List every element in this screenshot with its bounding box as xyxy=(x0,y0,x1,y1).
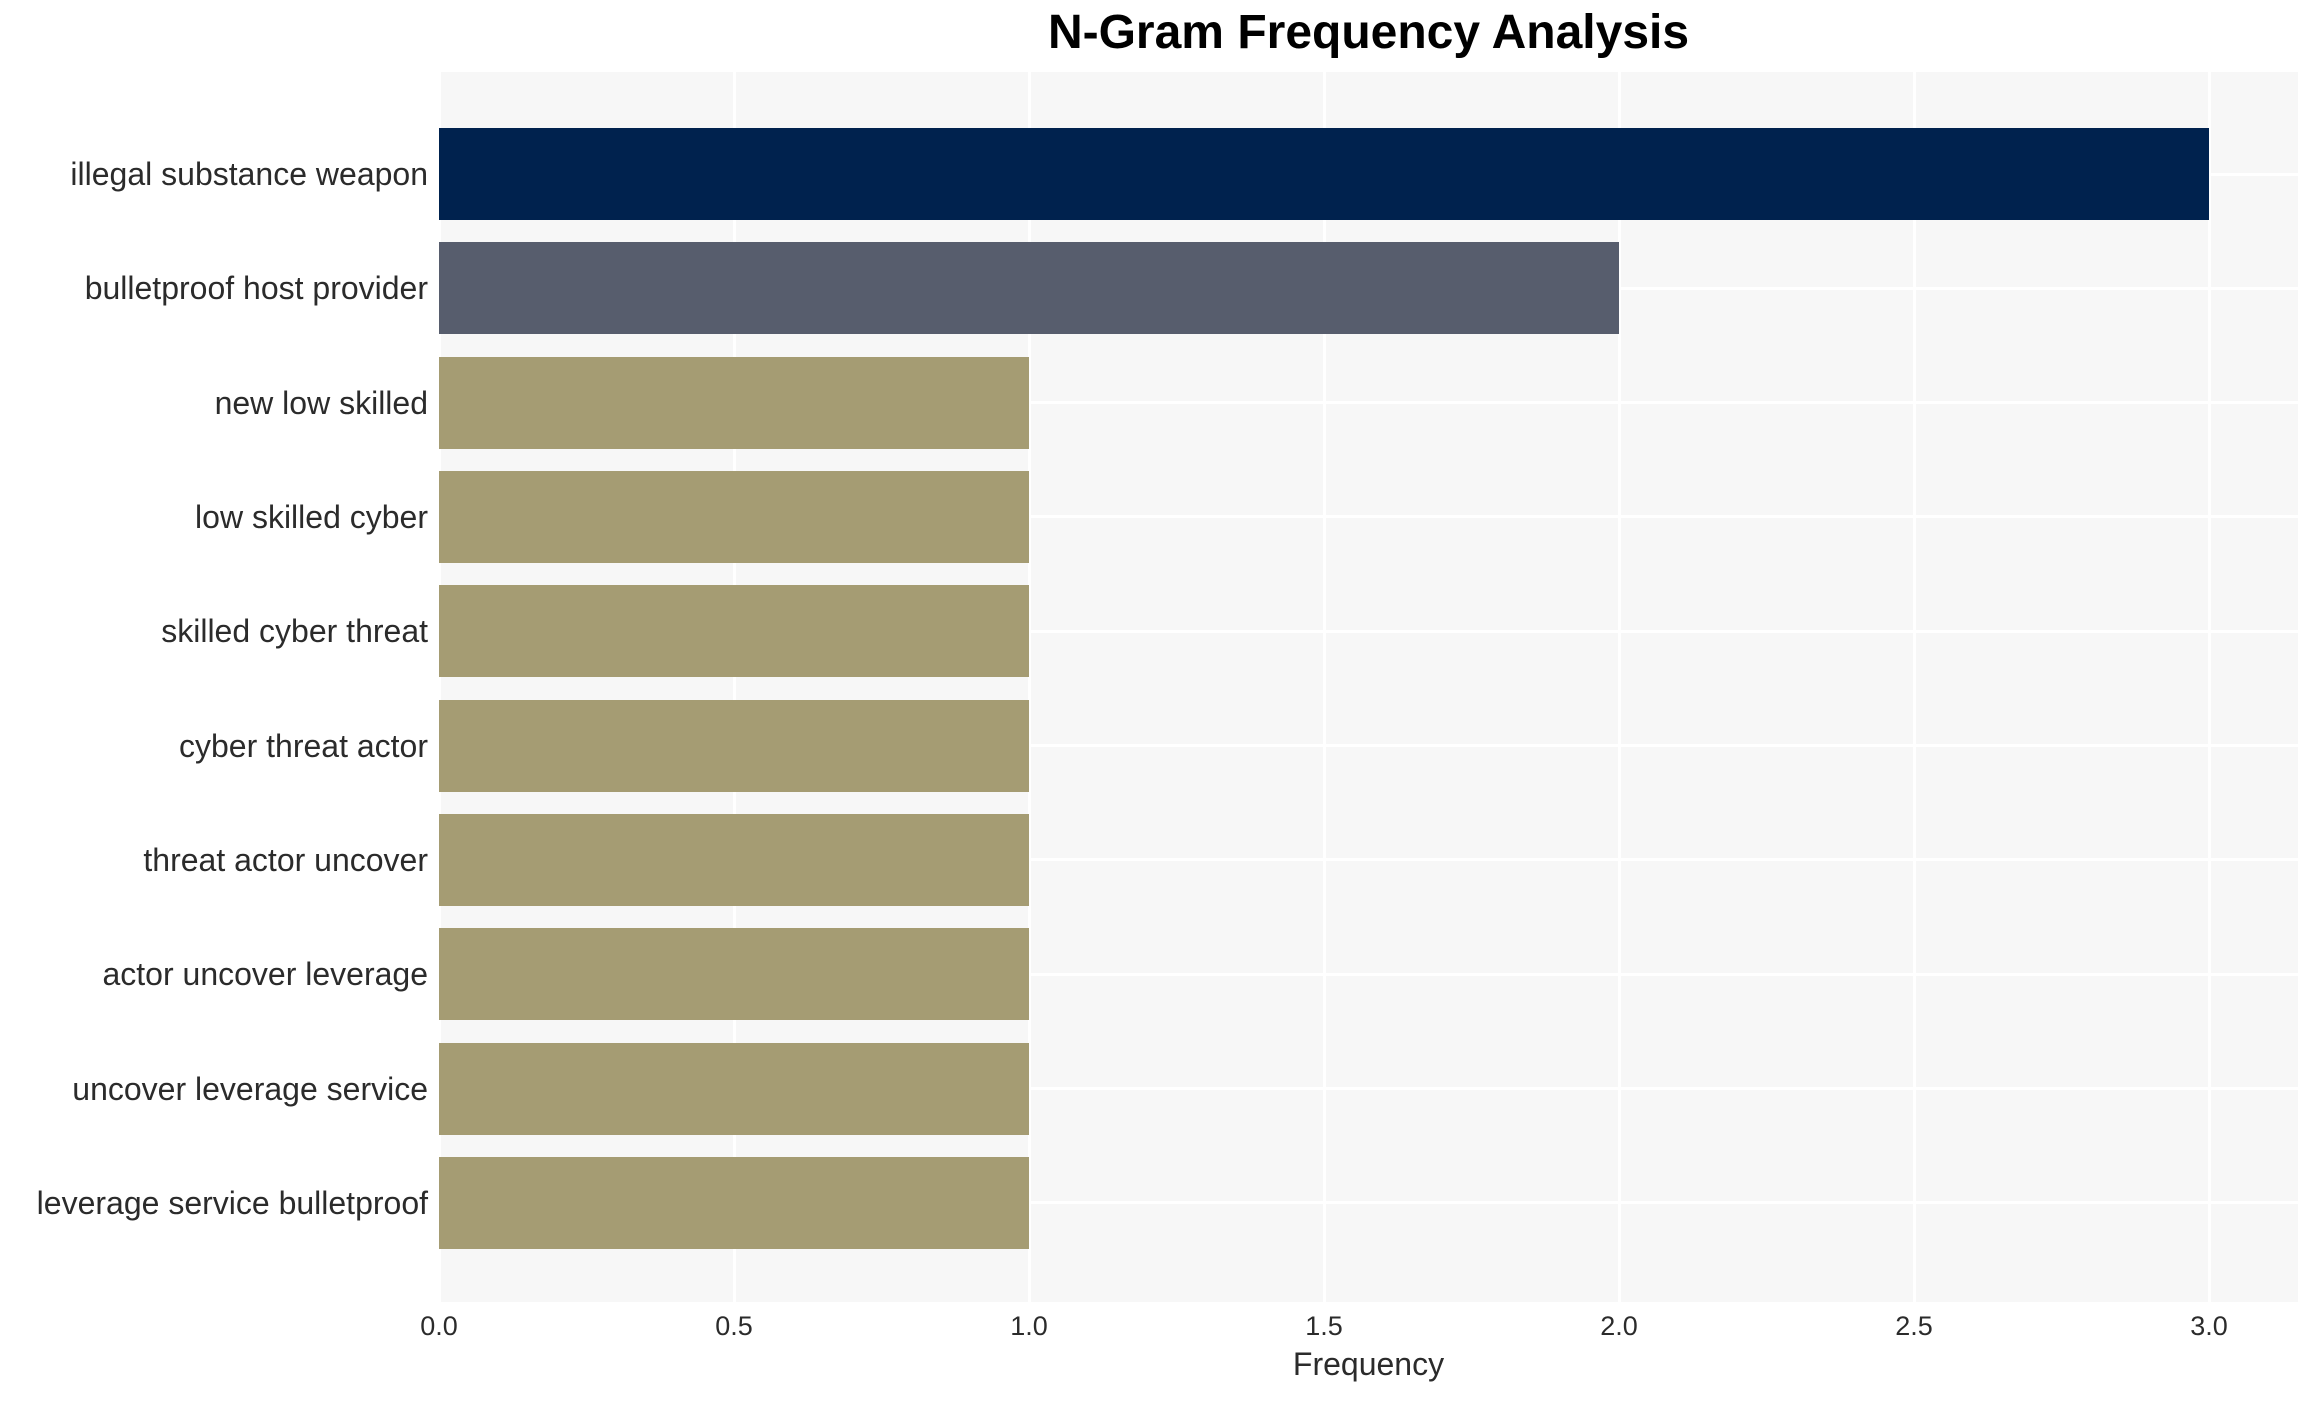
y-tick-label: threat actor uncover xyxy=(143,841,428,878)
bar xyxy=(439,356,1029,449)
x-tick-label: 3.0 xyxy=(2190,1311,2228,1341)
y-gridline xyxy=(439,1087,2298,1091)
y-tick-label: illegal substance weapon xyxy=(70,156,428,192)
y-gridline xyxy=(439,401,2298,405)
y-gridline xyxy=(439,515,2298,519)
x-tick-label: 1.5 xyxy=(1305,1311,1343,1341)
x-tick-label: 2.0 xyxy=(1600,1311,1638,1341)
x-tick-label: 0.5 xyxy=(715,1311,753,1341)
bar xyxy=(439,470,1029,563)
y-tick-label: uncover leverage service xyxy=(72,1070,428,1107)
x-gridline xyxy=(732,72,736,1302)
y-tick-label: cyber threat actor xyxy=(179,727,428,764)
x-tick-label: 2.5 xyxy=(1895,1311,1933,1341)
bar xyxy=(439,813,1029,906)
y-tick-label: bulletproof host provider xyxy=(84,270,428,307)
chart-title: N-Gram Frequency Analysis xyxy=(1047,6,1690,59)
x-tick-label: 0.0 xyxy=(420,1311,458,1341)
bar xyxy=(439,1042,1029,1135)
x-gridline xyxy=(439,72,441,1302)
bar xyxy=(439,1156,1029,1249)
x-tick-label: 1.0 xyxy=(1010,1311,1048,1341)
y-tick-label: skilled cyber threat xyxy=(161,613,428,650)
x-gridline xyxy=(1617,72,1621,1302)
y-tick-label: leverage service bulletproof xyxy=(36,1184,428,1221)
bar xyxy=(439,128,2209,220)
y-gridline xyxy=(439,972,2298,976)
y-gridline xyxy=(439,1201,2298,1205)
x-gridline xyxy=(1912,72,1916,1302)
x-gridline xyxy=(1027,72,1031,1302)
y-gridline xyxy=(439,629,2298,633)
bar xyxy=(439,928,1029,1021)
y-tick-label: low skilled cyber xyxy=(195,498,428,535)
x-gridline xyxy=(2207,72,2211,1302)
y-gridline xyxy=(439,744,2298,748)
y-tick-label: actor uncover leverage xyxy=(102,956,428,993)
x-axis-title: Frequency xyxy=(1292,1346,1445,1382)
x-gridline xyxy=(1322,72,1326,1302)
bar xyxy=(439,699,1029,792)
plot-panel xyxy=(439,72,2298,1302)
y-gridline xyxy=(439,858,2298,862)
bar xyxy=(439,585,1029,678)
y-tick-label: new low skilled xyxy=(214,384,428,421)
bar xyxy=(439,242,1619,335)
